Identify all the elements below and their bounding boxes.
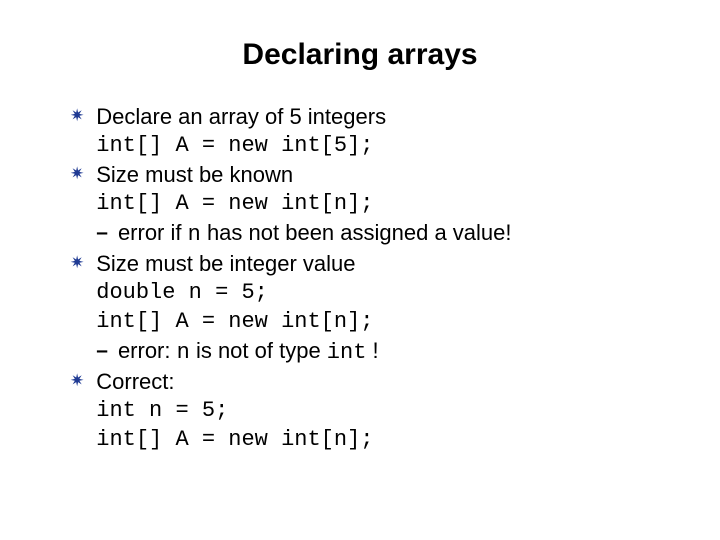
sub-pre: error if [118, 220, 188, 245]
bullet-icon: ✷ [70, 102, 84, 130]
bullet-icon: ✷ [70, 367, 84, 395]
dash-icon: – [96, 336, 108, 365]
bullet-body: Size must be known int[] A = new int[n];… [96, 160, 680, 249]
bullet-item: ✷ Size must be integer value double n = … [70, 249, 680, 367]
code-line: double n = 5; [96, 278, 680, 307]
code-line: int[] A = new int[n]; [96, 425, 680, 454]
code-line: int[] A = new int[5]; [96, 131, 680, 160]
sub-code2: int [327, 340, 367, 365]
bullet-icon: ✷ [70, 160, 84, 188]
code-line: int n = 5; [96, 396, 680, 425]
sub-mid: is not of type [190, 338, 327, 363]
bullet-icon: ✷ [70, 249, 84, 277]
bullet-item: ✷ Declare an array of 5 integers int[] A… [70, 102, 680, 160]
dash-icon: – [96, 218, 108, 247]
slide-title: Declaring arrays [40, 38, 680, 72]
sub-text: error: n is not of type int ! [118, 336, 379, 367]
sub-post: ! [366, 338, 378, 363]
sub-post: has not been assigned a value! [201, 220, 512, 245]
bullet-body: Correct: int n = 5; int[] A = new int[n]… [96, 367, 680, 454]
bullet-text: Size must be integer value [96, 249, 680, 278]
bullet-text: Declare an array of 5 integers [96, 102, 680, 131]
code-line: int[] A = new int[n]; [96, 189, 680, 218]
sub-bullet: – error: n is not of type int ! [96, 336, 680, 367]
sub-text: error if n has not been assigned a value… [118, 218, 512, 249]
slide-content: ✷ Declare an array of 5 integers int[] A… [40, 102, 680, 454]
sub-bullet: – error if n has not been assigned a val… [96, 218, 680, 249]
sub-code: n [177, 340, 190, 365]
sub-code: n [188, 222, 201, 247]
bullet-text: Size must be known [96, 160, 680, 189]
bullet-item: ✷ Size must be known int[] A = new int[n… [70, 160, 680, 249]
bullet-body: Declare an array of 5 integers int[] A =… [96, 102, 680, 160]
sub-pre: error: [118, 338, 177, 363]
bullet-item: ✷ Correct: int n = 5; int[] A = new int[… [70, 367, 680, 454]
bullet-text: Correct: [96, 367, 680, 396]
bullet-body: Size must be integer value double n = 5;… [96, 249, 680, 367]
code-line: int[] A = new int[n]; [96, 307, 680, 336]
